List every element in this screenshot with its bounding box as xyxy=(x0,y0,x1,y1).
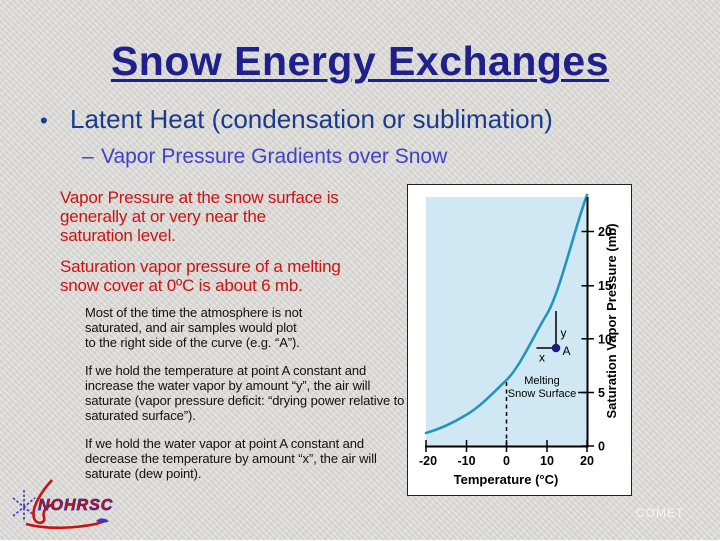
bullet-latent-heat: • Latent Heat (condensation or sublimati… xyxy=(40,104,680,135)
body-paragraph-2: If we hold the temperature at point A co… xyxy=(85,363,405,423)
saturation-curve xyxy=(424,193,589,435)
logo-text: NOHRSC xyxy=(38,497,113,514)
y-tick-5: 5 xyxy=(598,386,605,400)
x-axis-title: Temperature (°C) xyxy=(454,472,559,487)
sub-bullet-marker: – xyxy=(82,145,94,168)
bullet-text: Latent Heat (condensation or sublimation… xyxy=(70,104,553,134)
chart-plot-area xyxy=(426,197,588,447)
x-axis-ticks xyxy=(425,440,588,452)
nohrsc-logo-svg: NOHRSC xyxy=(12,479,113,530)
x-tick-0: 0 xyxy=(503,454,510,468)
x-tick-10: 10 xyxy=(540,454,554,468)
snowflake-icon xyxy=(12,490,36,522)
x-tick-neg10: -10 xyxy=(457,454,475,468)
body-text-block: Most of the time the atmosphere is not s… xyxy=(85,305,425,494)
red-paragraph-2: Saturation vapor pressure of a melting s… xyxy=(60,257,341,295)
y-offset-label: y xyxy=(561,326,567,340)
y-tick-20: 20 xyxy=(598,225,612,239)
saturation-vapor-pressure-chart: 20 15 10 5 0 -20 -10 0 10 20 y x A Melt xyxy=(407,184,632,496)
x-tick-neg20: -20 xyxy=(419,454,437,468)
sub-bullet-text: Vapor Pressure Gradients over Snow xyxy=(101,145,448,168)
snow-surface-label: Snow Surface xyxy=(508,388,576,400)
x-offset-label: x xyxy=(539,351,545,365)
body-paragraph-3: If we hold the water vapor at point A co… xyxy=(85,436,377,481)
comet-watermark: COMET xyxy=(636,506,685,520)
point-a-marker xyxy=(551,343,561,353)
point-a-label: A xyxy=(563,344,571,358)
y-axis-title: Saturation Vapor Pressure (mb) xyxy=(604,223,619,418)
y-axis-tick-labels: 20 15 10 5 0 xyxy=(598,225,612,454)
bullet-marker: • xyxy=(40,108,48,133)
nohrsc-logo: NOHRSC xyxy=(8,476,120,536)
sub-bullet-vapor-pressure: – Vapor Pressure Gradients over Snow xyxy=(82,145,642,169)
red-paragraph-1: Vapor Pressure at the snow surface is ge… xyxy=(60,188,339,245)
x-tick-20: 20 xyxy=(580,454,594,468)
x-axis-tick-labels: -20 -10 0 10 20 xyxy=(419,454,594,468)
page-title: Snow Energy Exchanges xyxy=(110,38,610,84)
y-tick-10: 10 xyxy=(598,333,612,347)
y-tick-15: 15 xyxy=(598,279,612,293)
logo-swoosh xyxy=(25,519,106,530)
body-paragraph-1: Most of the time the atmosphere is not s… xyxy=(85,305,303,350)
y-tick-0: 0 xyxy=(598,440,605,454)
red-text-block: Vapor Pressure at the snow surface is ge… xyxy=(60,188,400,307)
melting-label: Melting xyxy=(524,375,559,387)
logo-ribbon xyxy=(32,479,55,525)
chart-svg: 20 15 10 5 0 -20 -10 0 10 20 y x A Melt xyxy=(419,193,619,487)
logo-bird-icon xyxy=(96,518,109,523)
